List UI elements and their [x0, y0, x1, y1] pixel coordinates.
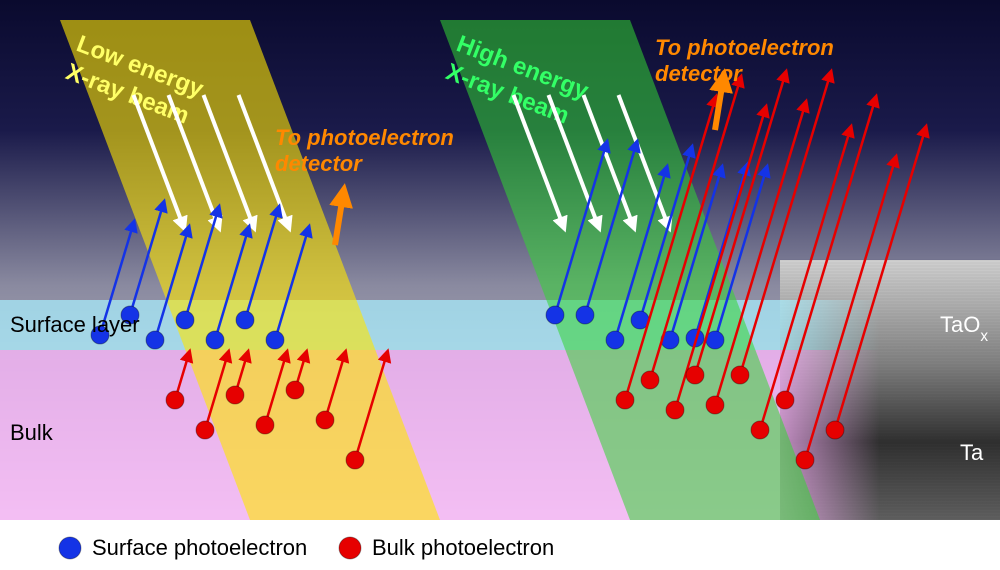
surface-photoelectron [606, 331, 624, 349]
surface-photoelectron [146, 331, 164, 349]
diagram-root: Low energyX-ray beamHigh energyX-ray bea… [0, 0, 1000, 570]
bulk-layer-label: Bulk [10, 420, 54, 445]
bulk-photoelectron [226, 386, 244, 404]
surface-photoelectron [176, 311, 194, 329]
bulk-photoelectron [196, 421, 214, 439]
surface-layer-label: Surface layer [10, 312, 140, 337]
svg-text:detector: detector [275, 151, 363, 176]
bulk-photoelectron [686, 366, 704, 384]
bulk-photoelectron [166, 391, 184, 409]
bulk-photoelectron [826, 421, 844, 439]
svg-text:To photoelectron: To photoelectron [655, 35, 834, 60]
surface-photoelectron [576, 306, 594, 324]
surface-photoelectron [706, 331, 724, 349]
bulk-photoelectron [776, 391, 794, 409]
bulk-photoelectron [616, 391, 634, 409]
bulk-photoelectron [666, 401, 684, 419]
bulk-photoelectron [641, 371, 659, 389]
surface-photoelectron [236, 311, 254, 329]
bulk-photoelectron [751, 421, 769, 439]
bulk-photoelectron [796, 451, 814, 469]
bulk-photoelectron [346, 451, 364, 469]
bulk-photoelectron [731, 366, 749, 384]
svg-text:detector: detector [655, 61, 743, 86]
bulk-photoelectron [706, 396, 724, 414]
legend-label: Bulk photoelectron [372, 535, 554, 560]
surface-photoelectron [546, 306, 564, 324]
legend-swatch [59, 537, 81, 559]
legend-swatch [339, 537, 361, 559]
bulk-photoelectron [316, 411, 334, 429]
surface-photoelectron [206, 331, 224, 349]
surface-photoelectron [266, 331, 284, 349]
svg-text:To photoelectron: To photoelectron [275, 125, 454, 150]
ta-label: Ta [960, 440, 984, 465]
legend-label: Surface photoelectron [92, 535, 307, 560]
bulk-photoelectron [286, 381, 304, 399]
bulk-photoelectron [256, 416, 274, 434]
